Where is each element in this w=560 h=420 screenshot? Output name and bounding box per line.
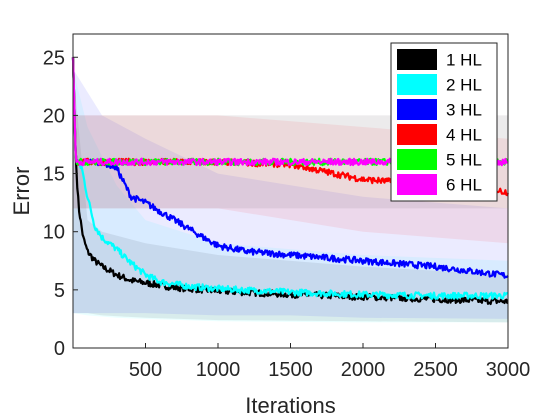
- series-line-3-hl: [71, 57, 509, 279]
- legend-label: 1 HL: [446, 51, 482, 70]
- legend-swatch: [397, 99, 437, 120]
- legend-swatch: [397, 74, 437, 95]
- legend-label: 4 HL: [446, 126, 482, 145]
- x-axis: 500 1000 1500 2000 2500 3000: [129, 343, 530, 381]
- series-line-2-hl: [71, 57, 509, 300]
- y-tick-label: 5: [54, 280, 65, 302]
- x-tick-label: 3000: [486, 359, 531, 381]
- band-2-hl: [73, 68, 508, 323]
- legend-label: 3 HL: [446, 101, 482, 120]
- legend-swatch: [397, 149, 437, 170]
- y-axis: 0 5 10 15 20 25: [43, 47, 78, 360]
- legend-swatch: [397, 124, 437, 145]
- band-1-hl: [73, 68, 508, 323]
- y-tick-label: 20: [43, 105, 65, 127]
- x-tick-label: 1000: [196, 359, 241, 381]
- x-tick-label: 500: [129, 359, 162, 381]
- x-axis-title: Iterations: [245, 393, 336, 418]
- y-tick-label: 0: [54, 338, 65, 360]
- legend-swatch: [397, 49, 437, 70]
- y-axis-title: Error: [9, 167, 34, 216]
- legend-swatch: [397, 174, 437, 195]
- x-tick-label: 2000: [341, 359, 386, 381]
- legend-label: 2 HL: [446, 76, 482, 95]
- x-tick-label: 2500: [413, 359, 458, 381]
- legend: 1 HL 2 HL 3 HL 4 HL 5 HL 6 HL: [390, 42, 498, 202]
- band-3-hl: [73, 68, 508, 319]
- x-tick-label: 1500: [268, 359, 313, 381]
- y-tick-label: 25: [43, 47, 65, 69]
- legend-label: 5 HL: [446, 151, 482, 170]
- legend-label: 6 HL: [446, 176, 482, 195]
- y-tick-label: 15: [43, 164, 65, 186]
- y-tick-label: 10: [43, 222, 65, 244]
